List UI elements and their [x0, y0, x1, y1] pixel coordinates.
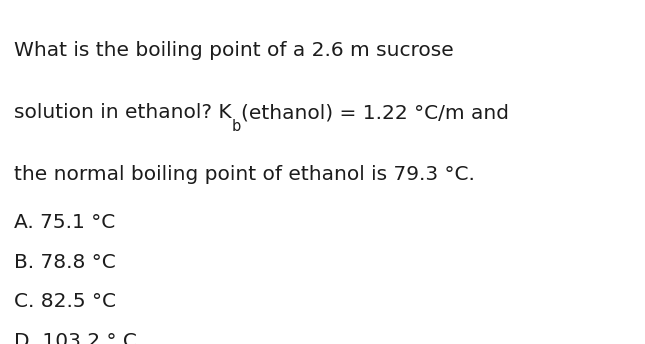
- Text: C. 82.5 °C: C. 82.5 °C: [14, 292, 116, 311]
- Text: the normal boiling point of ethanol is 79.3 °C.: the normal boiling point of ethanol is 7…: [14, 165, 475, 184]
- Text: D. 103.2 ° C: D. 103.2 ° C: [14, 332, 137, 344]
- Text: (ethanol) = 1.22 °C/m and: (ethanol) = 1.22 °C/m and: [241, 103, 509, 122]
- Text: b: b: [232, 119, 241, 134]
- Text: What is the boiling point of a 2.6 m sucrose: What is the boiling point of a 2.6 m suc…: [14, 41, 454, 60]
- Text: solution in ethanol? K: solution in ethanol? K: [14, 103, 232, 122]
- Text: B. 78.8 °C: B. 78.8 °C: [14, 253, 116, 272]
- Text: b: b: [232, 119, 241, 134]
- Text: A. 75.1 °C: A. 75.1 °C: [14, 213, 115, 232]
